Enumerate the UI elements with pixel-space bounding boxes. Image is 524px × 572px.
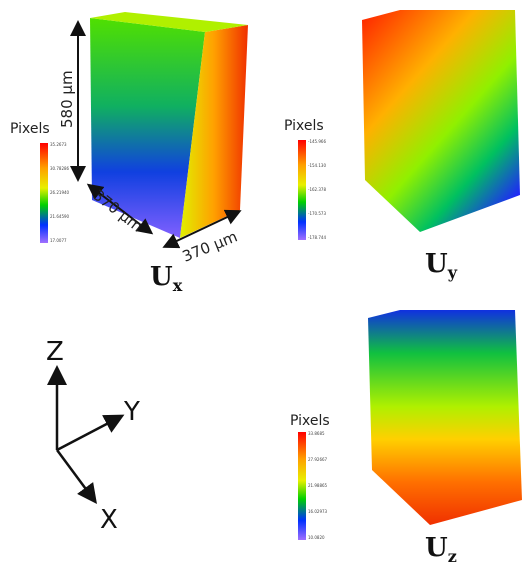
colorbar-tick-label: 16.02973 — [308, 509, 328, 514]
colorbar-tick-label: -162.378 — [308, 187, 326, 192]
panel-label-main: U — [150, 262, 173, 292]
panel-label: Ux — [150, 262, 183, 295]
colorbar-tick-label: -154.130 — [308, 163, 326, 168]
page: Pixels Pixels Pixels 35.2673 30.78286 26.2… — [0, 0, 524, 572]
panel-label-main: U — [425, 249, 448, 279]
colorbar-tick-label: 10.0820 — [308, 535, 325, 540]
axis-label: Z — [46, 337, 64, 367]
colorbar — [298, 140, 306, 240]
panel-label: Uz — [425, 533, 457, 566]
panel-label-sub: y — [447, 263, 458, 282]
colorbar-tick-label: 27.92667 — [308, 457, 328, 462]
colorbar-tick-label: 26.21940 — [50, 190, 70, 195]
panel-label-sub: z — [448, 547, 457, 566]
axis-arrow — [57, 417, 120, 450]
colorbar-tick-label: 17.0077 — [50, 238, 67, 243]
colorbar-tick-label: 21.98865 — [308, 483, 328, 488]
colorbar-tick-label: 33.8685 — [308, 431, 325, 436]
colorbar — [40, 143, 48, 243]
panel-label-main: U — [425, 533, 448, 563]
panel-label-sub: x — [173, 276, 183, 295]
uy-block — [362, 10, 520, 232]
colorbar-tick-label: -145.966 — [308, 139, 326, 144]
panel-label: Uy — [425, 249, 458, 282]
dimension-label: 580 μm — [58, 70, 76, 128]
figure: Pixels Pixels Pixels 35.2673 30.78286 26.2… — [0, 0, 524, 572]
colorbar-tick-label: -170.573 — [308, 211, 326, 216]
colorbar-title: Pixels — [290, 413, 330, 429]
colorbar — [298, 432, 306, 540]
axis-arrow — [57, 450, 94, 500]
colorbar-tick-label: 30.78286 — [50, 166, 70, 171]
colorbar-title: Pixels — [284, 118, 324, 134]
colorbar-tick-label: 35.2673 — [50, 142, 67, 147]
colorbar-tick-label: 21.64590 — [50, 214, 70, 219]
colorbar-title: Pixels — [10, 121, 50, 137]
axis-label: Y — [123, 397, 140, 427]
uz-block — [368, 310, 522, 525]
colorbar-tick-label: -178.744 — [308, 235, 326, 240]
axis-label: X — [100, 505, 118, 535]
